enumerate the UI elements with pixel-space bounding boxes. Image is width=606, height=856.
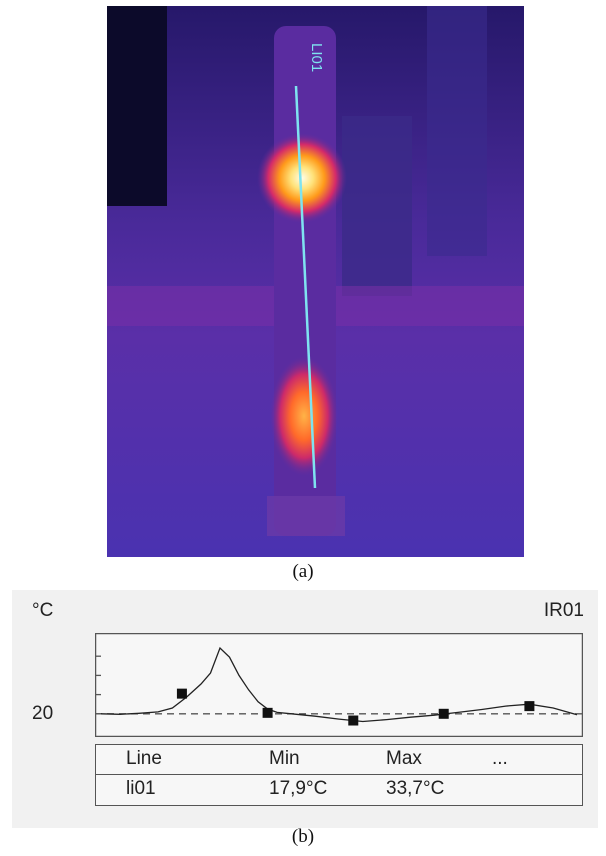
background-structure bbox=[342, 116, 412, 296]
row-min-value: 17,9°C bbox=[269, 778, 328, 799]
measurement-table: Line Min Max ... li01 17,9°C 33,7°C bbox=[95, 744, 583, 806]
caption-b: (b) bbox=[291, 826, 315, 847]
measurement-line bbox=[294, 85, 317, 489]
hot-spot-upper bbox=[257, 133, 347, 223]
profile-marker bbox=[438, 708, 449, 719]
profile-marker bbox=[524, 701, 535, 712]
unit-label: °C bbox=[32, 600, 54, 621]
header-min: Min bbox=[269, 748, 300, 769]
table-row: li01 17,9°C 33,7°C bbox=[96, 775, 582, 804]
profile-marker bbox=[176, 688, 187, 699]
header-max: Max bbox=[386, 748, 422, 769]
background-structure-2 bbox=[427, 6, 487, 256]
header-line: Line bbox=[126, 748, 162, 769]
profile-marker bbox=[262, 707, 273, 718]
hot-spot-lower bbox=[270, 356, 338, 476]
thermal-image: LI01 bbox=[107, 6, 524, 557]
y-tick-label: 20 bbox=[32, 703, 54, 724]
table-header-row: Line Min Max ... bbox=[96, 745, 582, 775]
caption-a: (a) bbox=[292, 561, 314, 582]
profile-id-label: IR01 bbox=[543, 600, 584, 621]
plot-frame bbox=[95, 633, 583, 737]
row-line-name: li01 bbox=[126, 778, 156, 799]
insulator-base bbox=[267, 496, 345, 536]
dark-left-region bbox=[107, 6, 167, 206]
temperature-profile-chart bbox=[95, 633, 583, 737]
line-label: LI01 bbox=[308, 43, 325, 72]
header-more: ... bbox=[492, 748, 508, 769]
profile-marker bbox=[348, 715, 359, 726]
row-max-value: 33,7°C bbox=[386, 778, 445, 799]
